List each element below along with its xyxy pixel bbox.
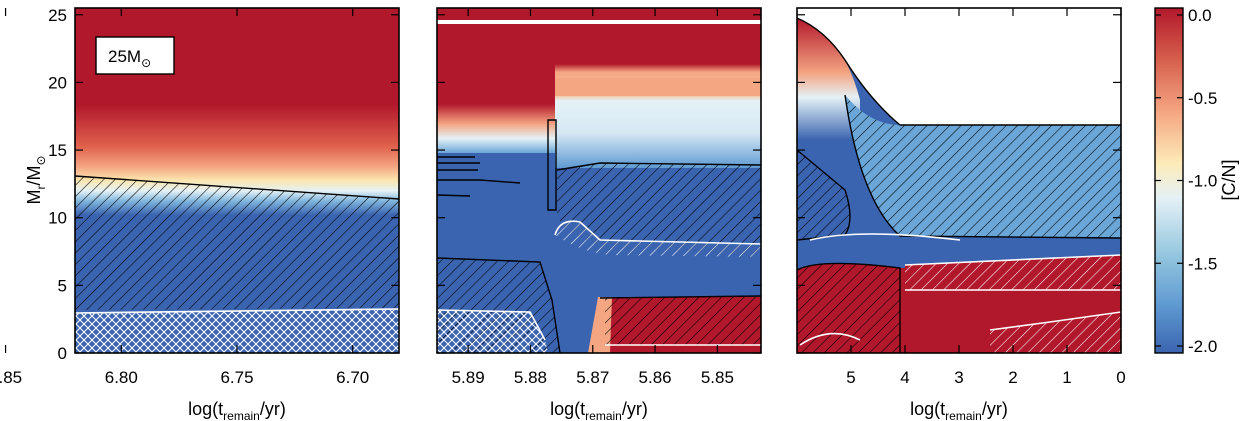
colorbar-label: [C/N] [1219, 159, 1239, 200]
colorbar-tick-label: -2.0 [1188, 337, 1217, 356]
mass-legend-label: 25M⊙ [108, 47, 151, 70]
panel-3-white-top [797, 8, 1121, 125]
x-axis-label-2: log(tremain/yr) [550, 399, 648, 421]
panel-3-contour-6 [799, 311, 1121, 346]
panel-3-x-tick-label: 1 [1062, 368, 1071, 387]
panel-2-x-tick-label: 5.86 [639, 368, 672, 387]
colorbar-tick-label: -0.5 [1188, 89, 1217, 108]
x-axis-label-1: log(tremain/yr) [188, 399, 286, 421]
panel-2-contour-5 [437, 309, 546, 341]
panel-1-x-tick-label: 6.75 [220, 368, 253, 387]
panel-3-contour-1 [797, 17, 1121, 126]
panel-3-gradient-top [797, 18, 860, 140]
panel-1-x-tick-label: 6.85 [0, 368, 22, 387]
colorbar-tick-label: -1.0 [1188, 172, 1217, 191]
colorbar-tick-label: 0.0 [1188, 6, 1212, 25]
panel-2-stalk [547, 119, 557, 211]
mass-legend-box: 25M⊙ [95, 36, 175, 75]
panel-2-contour-2 [556, 162, 761, 171]
panel-2-x-tick-label: 5.87 [576, 368, 609, 387]
panel-3-contour-4 [797, 262, 901, 353]
panel-2-x-tick-label: 5.88 [514, 368, 547, 387]
panel-3-contour-7 [809, 233, 961, 241]
panel-2-hatch-white-lobe [555, 221, 761, 257]
y-axis-label: Mr/M⊙ [24, 155, 48, 204]
panel-2-x-tick-label: 5.85 [701, 368, 734, 387]
panel-1-crosshatch-region [75, 309, 399, 353]
panel-1-contour-bottom [75, 308, 399, 314]
panel-2-spikes [437, 156, 521, 197]
y-tick-label: 5 [58, 276, 67, 295]
panel-2-x-tick-label: 5.89 [452, 368, 485, 387]
panel-2-contour-4 [554, 220, 761, 245]
panel-3-x-tick-label: 2 [1008, 368, 1017, 387]
panel-3-contour-5 [904, 254, 1121, 291]
panel-3-x-tick-label: 3 [954, 368, 963, 387]
panel-2-contour-1 [437, 257, 561, 353]
y-tick-label: 10 [48, 209, 67, 228]
panel-2-frame [436, 7, 762, 354]
panel-3-contour-2 [844, 94, 1121, 239]
panel-3-bottom-right-hatch [990, 312, 1121, 353]
panel-1-contour-top [75, 175, 399, 200]
colorbar-ticks: 0.0 -0.5 -1.0 -1.5 -2.0 [1155, 6, 1217, 356]
panel-1-hatch-region [75, 176, 399, 310]
panel-2-crosshatch [437, 310, 548, 353]
y-tick-label: 0 [58, 344, 67, 363]
panel-2-top-left [437, 8, 557, 153]
panel-3 [797, 8, 1121, 353]
panel-2-contour-3 [599, 295, 761, 299]
colorbar-tick-label: -1.5 [1188, 254, 1217, 273]
panel-3-left-hatch [797, 150, 850, 240]
panel-2 [437, 8, 761, 353]
y-tick-label: 15 [48, 141, 67, 160]
panel-2-orange-band [555, 78, 761, 96]
x-axis-label-3: log(tremain/yr) [910, 399, 1008, 421]
colorbar: 0.0 -0.5 -1.0 -1.5 -2.0 [C/N] [1154, 6, 1239, 356]
y-tick-label: 20 [48, 73, 67, 92]
panel-2-white-strip [437, 20, 761, 24]
panel-1-x-tick-label: 6.80 [105, 368, 138, 387]
panel-1 [75, 8, 399, 353]
panel-3-light-blue-hatch [845, 95, 1121, 238]
panel-2-hatch-upper [557, 163, 761, 255]
panel-3-x-tick-label: 4 [900, 368, 909, 387]
panel-3-x-tick-label: 0 [1116, 368, 1125, 387]
panel-3-lower-hatch [797, 263, 900, 353]
y-tick-label: 25 [48, 6, 67, 25]
panel-2-core-hatch [605, 297, 761, 345]
axes: 6.856.806.756.7005101520255.895.885.875.… [0, 6, 1126, 387]
panel-1-x-tick-label: 6.70 [336, 368, 369, 387]
panel-3-x-tick-label: 5 [846, 368, 855, 387]
panel-3-lower-right-hatch [905, 255, 1121, 290]
